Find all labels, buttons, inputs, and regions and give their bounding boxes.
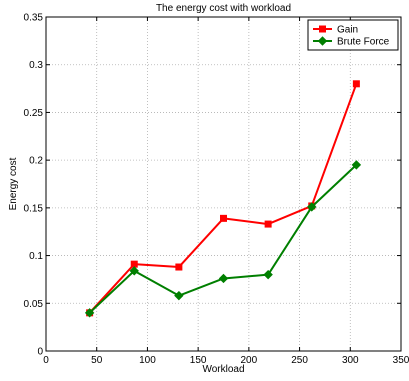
legend-label: Gain xyxy=(337,25,358,36)
series-layer xyxy=(84,80,362,318)
data-point xyxy=(218,273,229,284)
data-point xyxy=(129,266,139,276)
data-point xyxy=(264,220,272,228)
y-tick-label: 0.3 xyxy=(29,60,43,71)
y-tick-label: 0.1 xyxy=(29,251,43,262)
x-tick-label: 100 xyxy=(139,355,156,366)
x-tick-label: 200 xyxy=(241,355,258,366)
y-tick-label: 0 xyxy=(37,347,43,358)
data-point xyxy=(220,214,227,222)
x-tick-label: 150 xyxy=(190,355,207,366)
data-point xyxy=(351,160,362,170)
x-tick-label: 300 xyxy=(342,355,359,366)
legend-label: Brute Force xyxy=(337,37,390,48)
x-tick-label: 250 xyxy=(291,355,308,366)
x-axis-label: Workload xyxy=(202,364,244,375)
data-point xyxy=(175,263,183,271)
grid xyxy=(46,17,401,351)
data-point xyxy=(307,202,317,212)
data-point xyxy=(352,80,360,88)
plot-frame xyxy=(45,16,402,352)
data-point xyxy=(263,269,273,280)
series-brute-force xyxy=(84,160,362,318)
y-tick-label: 0.2 xyxy=(29,156,43,167)
legend-item: Brute Force xyxy=(313,36,390,48)
data-point xyxy=(174,290,184,301)
y-axis-label: Energy cost xyxy=(8,157,19,210)
legend-marker xyxy=(319,25,326,33)
y-tick-label: 0.25 xyxy=(24,108,44,119)
ticks: 0 50 100 150 200 250 300 350 0 0.05 0.1 0.15 0.2 0.25… xyxy=(24,13,409,367)
data-point xyxy=(84,308,95,318)
x-tick-label: 0 xyxy=(43,355,49,366)
x-tick-label: 50 xyxy=(91,355,103,366)
chart-title: The energy cost with workload xyxy=(156,3,291,14)
x-tick-label: 350 xyxy=(393,355,409,366)
legend-marker xyxy=(317,36,328,46)
y-tick-label: 0.35 xyxy=(24,13,44,24)
legend-item: Gain xyxy=(313,25,358,36)
y-tick-label: 0.05 xyxy=(24,299,44,310)
y-tick-label: 0.15 xyxy=(24,203,44,214)
